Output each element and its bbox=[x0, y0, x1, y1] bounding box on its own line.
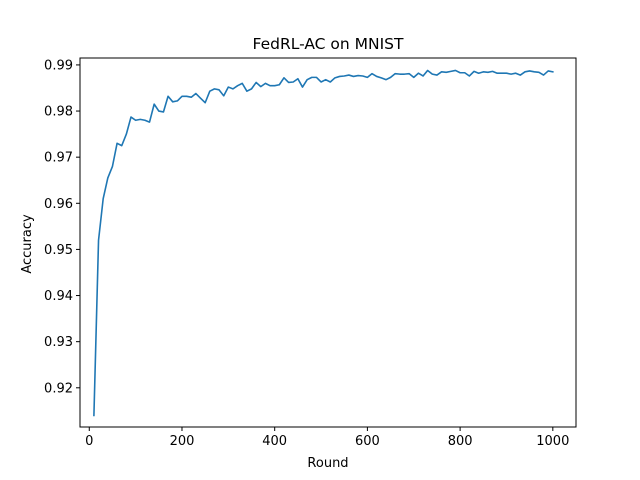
x-tick-label: 1000 bbox=[536, 434, 569, 449]
y-axis-title: Accuracy bbox=[20, 214, 35, 274]
y-tick-label: 0.98 bbox=[44, 105, 73, 120]
y-tick-label: 0.95 bbox=[44, 243, 73, 258]
y-tick-label: 0.97 bbox=[44, 151, 73, 166]
x-axis-title: Round bbox=[307, 456, 348, 471]
chart-title: FedRL-AC on MNIST bbox=[253, 35, 405, 53]
y-axis-ticks: 0.92 0.93 0.94 0.95 0.96 0.97 0.98 0.99 bbox=[44, 58, 80, 396]
x-tick-label: 0 bbox=[85, 434, 93, 449]
x-tick-label: 800 bbox=[448, 434, 473, 449]
y-tick-label: 0.93 bbox=[44, 335, 73, 350]
x-tick-label: 400 bbox=[262, 434, 287, 449]
y-tick-label: 0.99 bbox=[44, 58, 73, 73]
accuracy-series-line bbox=[93, 69, 554, 417]
plot-area-frame bbox=[79, 57, 577, 428]
y-tick-label: 0.94 bbox=[44, 289, 73, 304]
y-tick-label: 0.92 bbox=[44, 381, 73, 396]
x-axis-ticks: 0 200 400 600 800 1000 bbox=[85, 427, 569, 449]
y-tick-label: 0.96 bbox=[44, 197, 73, 212]
x-tick-label: 200 bbox=[170, 434, 195, 449]
x-tick-label: 600 bbox=[355, 434, 380, 449]
